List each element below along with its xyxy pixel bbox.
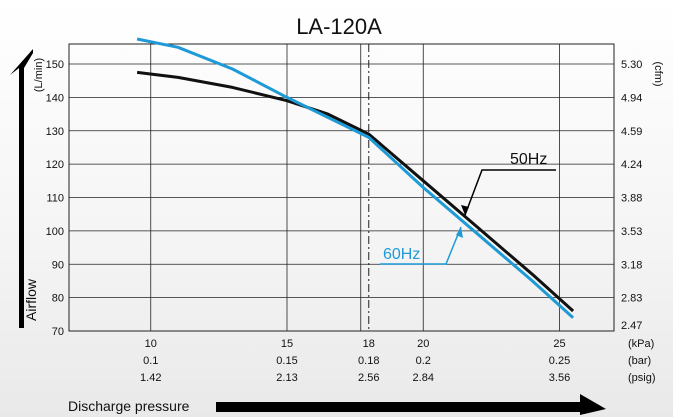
label-leader-60hz — [380, 226, 462, 265]
x-tick-label-bar: 0.25 — [549, 355, 570, 367]
y-axis-label: Airflow — [23, 278, 39, 321]
y-tick-label-right: 4.59 — [621, 126, 642, 138]
y-tick-label-right: 2.83 — [621, 293, 642, 305]
x-tick-label-kpa: 15 — [281, 338, 293, 350]
y-tick-label-left: 100 — [46, 226, 64, 238]
y-tick-label-left: 140 — [46, 92, 64, 104]
x-tick-label-psig: 3.56 — [549, 372, 570, 384]
x-tick-label-bar: 0.15 — [276, 355, 297, 367]
x-tick-labels: 10 0.1 1.42 15 0.15 2.13 18 0.18 2.56 20 0.2 2.84 25… — [140, 338, 655, 384]
y-tick-label-left: 80 — [52, 293, 64, 305]
x-tick-label-kpa: 10 — [145, 338, 157, 350]
x-unit-label: (psig) — [628, 372, 656, 384]
x-tick-label-psig: 1.42 — [140, 372, 161, 384]
y-axis-arrow — [10, 49, 33, 328]
plot-frame — [68, 43, 615, 332]
x-tick-label-bar: 0.2 — [416, 355, 431, 367]
y-tick-label-right: 2.47 — [621, 320, 642, 332]
y-tick-label-left: 120 — [46, 159, 64, 171]
label-leader-50hz — [464, 169, 556, 216]
x-tick-label-psig: 2.13 — [276, 372, 297, 384]
plot-border — [68, 43, 615, 332]
y-tick-label-left: 110 — [46, 193, 64, 205]
label-arrow-60hz — [456, 227, 463, 238]
y-axis-unit-right: (cfm) — [652, 61, 664, 86]
y-axis-unit-left: (L/min) — [33, 58, 45, 92]
x-tick-label-kpa: 25 — [553, 338, 565, 350]
x-tick-label-bar: 0.1 — [143, 355, 158, 367]
x-axis-label: Discharge pressure — [68, 398, 190, 414]
x-tick-label-bar: 0.18 — [358, 355, 379, 367]
y-tick-label-left: 70 — [52, 326, 64, 338]
grid-lines — [69, 44, 614, 331]
legend-label-60hz: 60Hz — [383, 246, 420, 263]
x-tick-label-psig: 2.56 — [358, 372, 379, 384]
x-axis-arrow — [216, 394, 606, 415]
y-tick-label-right: 3.88 — [621, 193, 642, 205]
y-tick-label-right: 3.53 — [621, 226, 642, 238]
y-tick-label-left: 90 — [52, 259, 64, 271]
series-group — [136, 37, 575, 319]
y-tick-label-left: 150 — [46, 59, 64, 71]
series-line-50hz — [136, 70, 575, 313]
y-tick-label-left: 130 — [46, 126, 64, 138]
x-unit-label: (bar) — [628, 355, 651, 367]
y-tick-labels: 150 140 130 120 110 100 90 80 70 5.30 4.94 4.59 4.24… — [46, 59, 643, 338]
label-arrow-50hz — [461, 205, 469, 215]
chart-title: LA-120A — [296, 14, 382, 39]
y-tick-label-right: 3.18 — [621, 259, 642, 271]
x-tick-label-kpa: 20 — [417, 338, 429, 350]
x-unit-label: (kPa) — [628, 338, 654, 350]
legend-label-50hz: 50Hz — [510, 151, 547, 168]
x-tick-label-psig: 2.84 — [413, 372, 434, 384]
y-tick-label-right: 4.94 — [621, 92, 642, 104]
y-tick-label-right: 5.30 — [621, 59, 642, 71]
x-tick-label-kpa: 18 — [363, 338, 375, 350]
series-line-60hz — [136, 37, 575, 319]
y-tick-label-right: 4.24 — [621, 159, 642, 171]
